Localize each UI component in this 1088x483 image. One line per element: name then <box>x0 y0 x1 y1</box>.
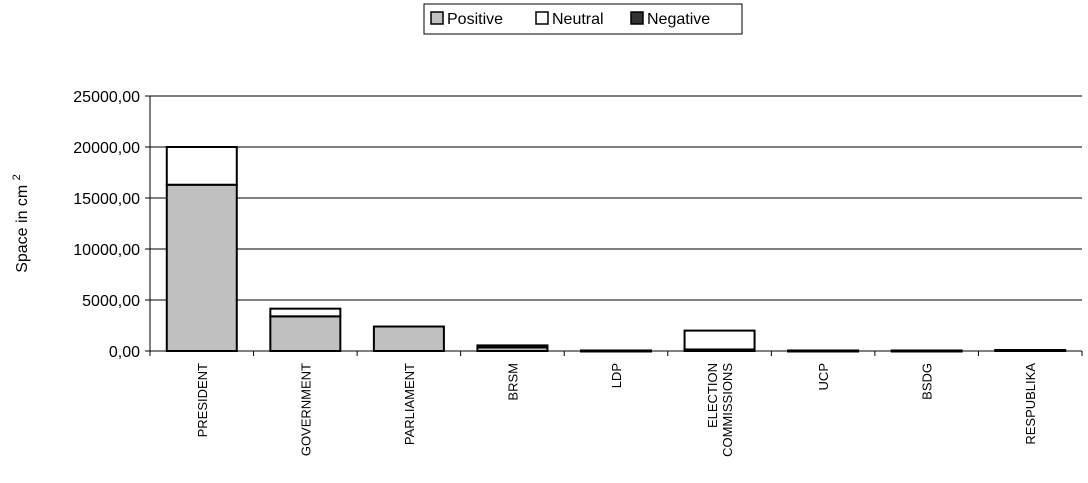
legend-label-negative: Negative <box>647 11 710 28</box>
x-tick-label: GOVERNMENT <box>298 363 313 456</box>
x-tick-label-group: ELECTION COMMISSIONS <box>705 363 735 457</box>
x-tick-label-group: LDP <box>609 363 624 388</box>
x-tick-label-group: BSDG <box>920 363 935 400</box>
x-tick-labels: PRESIDENT GOVERNMENT PARLIAMENT BRSM LDP ELEC… <box>195 363 1038 457</box>
x-tick-label: COMMISSIONS <box>720 363 735 457</box>
y-tick-label: 5000,00 <box>82 293 140 310</box>
y-tick-label: 0,00 <box>109 344 140 361</box>
y-axis-title: Space in cm 2 <box>11 174 31 273</box>
x-tick-label: RESPUBLIKA <box>1023 363 1038 445</box>
x-tick-label: BSDG <box>920 363 935 400</box>
y-axis-title-text: Space in cm <box>14 180 31 272</box>
x-tick-label: PRESIDENT <box>195 363 210 437</box>
bar-positive-parliament <box>372 325 445 352</box>
x-tick-label-group: RESPUBLIKA <box>1023 363 1038 445</box>
legend-box <box>423 3 743 35</box>
legend: Positive Neutral Negative <box>423 3 743 35</box>
y-tick-label: 20000,00 <box>73 140 140 157</box>
bar-neutral-government <box>269 307 342 318</box>
y-tick-label: 25000,00 <box>73 89 140 106</box>
legend-label-positive: Positive <box>447 11 503 28</box>
bar-negative-brsm <box>476 344 549 349</box>
x-tick-label-group: PARLIAMENT <box>402 363 417 445</box>
x-tick-label-group: BRSM <box>505 363 520 401</box>
legend-swatch-neutral <box>535 11 549 25</box>
legend-swatch-negative <box>630 11 644 25</box>
axes <box>145 95 1083 356</box>
bar-positive-president <box>165 183 238 352</box>
legend-label-neutral: Neutral <box>552 11 604 28</box>
y-tick-label: 15000,00 <box>73 191 140 208</box>
bar-neutral-election-commissions <box>683 329 756 351</box>
x-tick-label-group: PRESIDENT <box>195 363 210 437</box>
bar-positive-government <box>269 315 342 353</box>
bar-neutral-president <box>165 146 238 186</box>
y-tick-label: 10000,00 <box>73 242 140 259</box>
x-tick-label-group: UCP <box>816 363 831 390</box>
x-tick-label-group: GOVERNMENT <box>298 363 313 456</box>
x-tick-label: PARLIAMENT <box>402 363 417 445</box>
y-axis-title-superscript: 2 <box>11 174 23 180</box>
gridlines <box>150 95 1082 301</box>
x-tick-label: UCP <box>816 363 831 390</box>
legend-swatch-positive <box>430 11 444 25</box>
x-tick-label: ELECTION <box>705 363 720 428</box>
y-tick-labels: 0,00 5000,00 10000,00 15000,00 20000,00 25000… <box>73 89 140 361</box>
x-tick-label: BRSM <box>505 363 520 401</box>
bars <box>165 146 1067 353</box>
x-tick-label: LDP <box>609 363 624 388</box>
